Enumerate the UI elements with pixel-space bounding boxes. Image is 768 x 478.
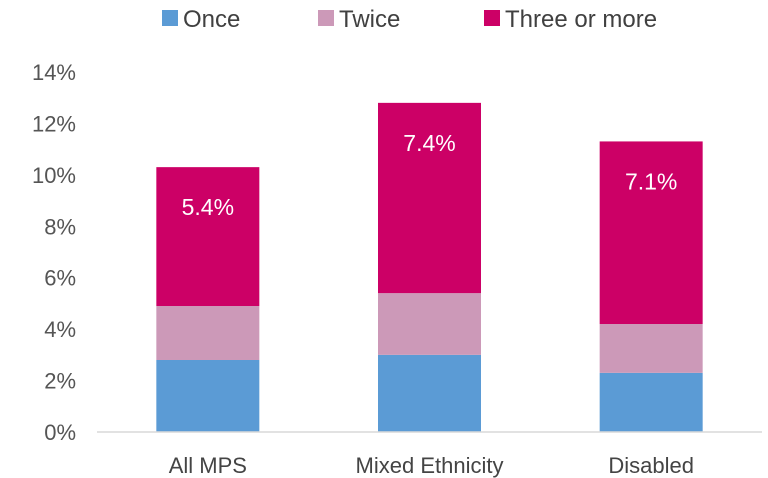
legend-swatch-three-or-more <box>484 10 500 26</box>
y-tick-label: 8% <box>44 214 76 239</box>
data-label-all-mps: 5.4% <box>182 194 234 220</box>
bar-all-mps-once <box>156 360 260 432</box>
bar-disabled-three-or-more <box>599 141 703 324</box>
y-tick-label: 2% <box>44 369 76 394</box>
bar-disabled-twice <box>599 324 703 373</box>
legend-label-once: Once <box>183 6 240 33</box>
y-tick-label: 6% <box>44 266 76 291</box>
x-tick-label-disabled: Disabled <box>608 453 694 478</box>
bar-all-mps-three-or-more <box>156 167 260 306</box>
bar-mixed-ethnicity-once <box>378 354 481 432</box>
y-tick-label: 0% <box>44 420 76 445</box>
y-tick-label: 4% <box>44 317 76 342</box>
data-label-mixed-ethnicity: 7.4% <box>403 130 455 156</box>
y-tick-label: 12% <box>32 111 76 136</box>
legend-label-twice: Twice <box>339 6 400 33</box>
legend-label-three-or-more: Three or more <box>505 6 657 33</box>
x-tick-label-all-mps: All MPS <box>169 453 247 478</box>
x-axis: All MPS Mixed Ethnicity Disabled <box>169 453 694 478</box>
y-tick-label: 10% <box>32 163 76 188</box>
y-tick-label: 14% <box>32 60 76 85</box>
legend: Once Twice Three or more <box>162 6 657 33</box>
data-labels: 5.4% 7.4% 7.1% <box>182 130 678 220</box>
y-axis: 0% 2% 4% 6% 8% 10% 12% 14% <box>32 60 76 445</box>
bar-all-mps-twice <box>156 306 260 360</box>
bar-disabled-once <box>599 372 703 432</box>
legend-swatch-once <box>162 10 178 26</box>
bar-mixed-ethnicity-three-or-more <box>378 102 481 294</box>
data-label-disabled: 7.1% <box>625 168 677 194</box>
bars <box>156 102 703 432</box>
x-tick-label-mixed-ethnicity: Mixed Ethnicity <box>356 453 504 478</box>
bar-mixed-ethnicity-twice <box>378 293 481 355</box>
legend-swatch-twice <box>318 10 334 26</box>
